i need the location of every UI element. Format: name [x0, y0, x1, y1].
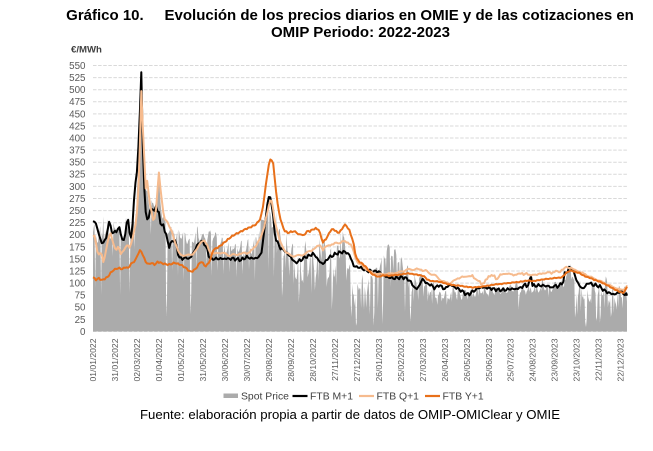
svg-text:25/02/2023: 25/02/2023 — [396, 338, 406, 381]
svg-text:450: 450 — [69, 109, 86, 120]
svg-text:31/01/2022: 31/01/2022 — [110, 338, 120, 381]
svg-text:500: 500 — [69, 85, 86, 96]
svg-text:FTB M+1: FTB M+1 — [310, 392, 353, 403]
svg-text:26/05/2023: 26/05/2023 — [462, 338, 472, 381]
svg-text:Spot Price: Spot Price — [241, 392, 289, 403]
svg-text:€/MWh: €/MWh — [71, 45, 102, 56]
svg-text:200: 200 — [69, 230, 86, 241]
svg-text:550: 550 — [69, 61, 86, 72]
svg-text:0: 0 — [80, 327, 86, 338]
svg-text:75: 75 — [75, 291, 86, 302]
svg-text:FTB Q+1: FTB Q+1 — [377, 392, 420, 403]
svg-text:27/03/2023: 27/03/2023 — [418, 338, 428, 381]
svg-text:350: 350 — [69, 158, 86, 169]
svg-text:375: 375 — [69, 146, 86, 157]
svg-text:25: 25 — [75, 315, 86, 326]
svg-text:475: 475 — [69, 97, 86, 108]
svg-text:300: 300 — [69, 182, 86, 193]
svg-text:250: 250 — [69, 206, 86, 217]
svg-text:100: 100 — [69, 279, 86, 290]
svg-text:02/03/2022: 02/03/2022 — [132, 338, 142, 381]
svg-text:22/12/2023: 22/12/2023 — [616, 338, 626, 381]
svg-text:150: 150 — [69, 254, 86, 265]
svg-text:27/12/2022: 27/12/2022 — [352, 338, 362, 381]
svg-text:23/10/2023: 23/10/2023 — [572, 338, 582, 381]
svg-text:01/04/2022: 01/04/2022 — [154, 338, 164, 381]
svg-text:27/11/2022: 27/11/2022 — [330, 338, 340, 381]
svg-text:225: 225 — [69, 218, 86, 229]
svg-text:25/07/2023: 25/07/2023 — [506, 338, 516, 381]
svg-text:28/09/2022: 28/09/2022 — [286, 338, 296, 381]
svg-text:01/05/2022: 01/05/2022 — [176, 338, 186, 381]
svg-text:425: 425 — [69, 121, 86, 132]
svg-text:22/11/2023: 22/11/2023 — [594, 338, 604, 381]
svg-text:26/04/2023: 26/04/2023 — [440, 338, 450, 381]
svg-text:28/10/2022: 28/10/2022 — [308, 338, 318, 381]
svg-text:325: 325 — [69, 170, 86, 181]
svg-text:FTB Y+1: FTB Y+1 — [443, 392, 484, 403]
svg-text:01/01/2022: 01/01/2022 — [88, 338, 98, 381]
svg-text:30/06/2022: 30/06/2022 — [220, 338, 230, 381]
svg-text:26/01/2023: 26/01/2023 — [374, 338, 384, 381]
svg-text:525: 525 — [69, 73, 86, 84]
svg-text:125: 125 — [69, 266, 86, 277]
svg-text:23/09/2023: 23/09/2023 — [550, 338, 560, 381]
svg-text:29/08/2022: 29/08/2022 — [264, 338, 274, 381]
svg-text:175: 175 — [69, 242, 86, 253]
svg-text:24/08/2023: 24/08/2023 — [528, 338, 538, 381]
svg-text:25/06/2023: 25/06/2023 — [484, 338, 494, 381]
svg-text:30/07/2022: 30/07/2022 — [242, 338, 252, 381]
svg-text:31/05/2022: 31/05/2022 — [198, 338, 208, 381]
svg-text:275: 275 — [69, 194, 86, 205]
svg-text:400: 400 — [69, 133, 86, 144]
svg-text:50: 50 — [75, 303, 86, 314]
